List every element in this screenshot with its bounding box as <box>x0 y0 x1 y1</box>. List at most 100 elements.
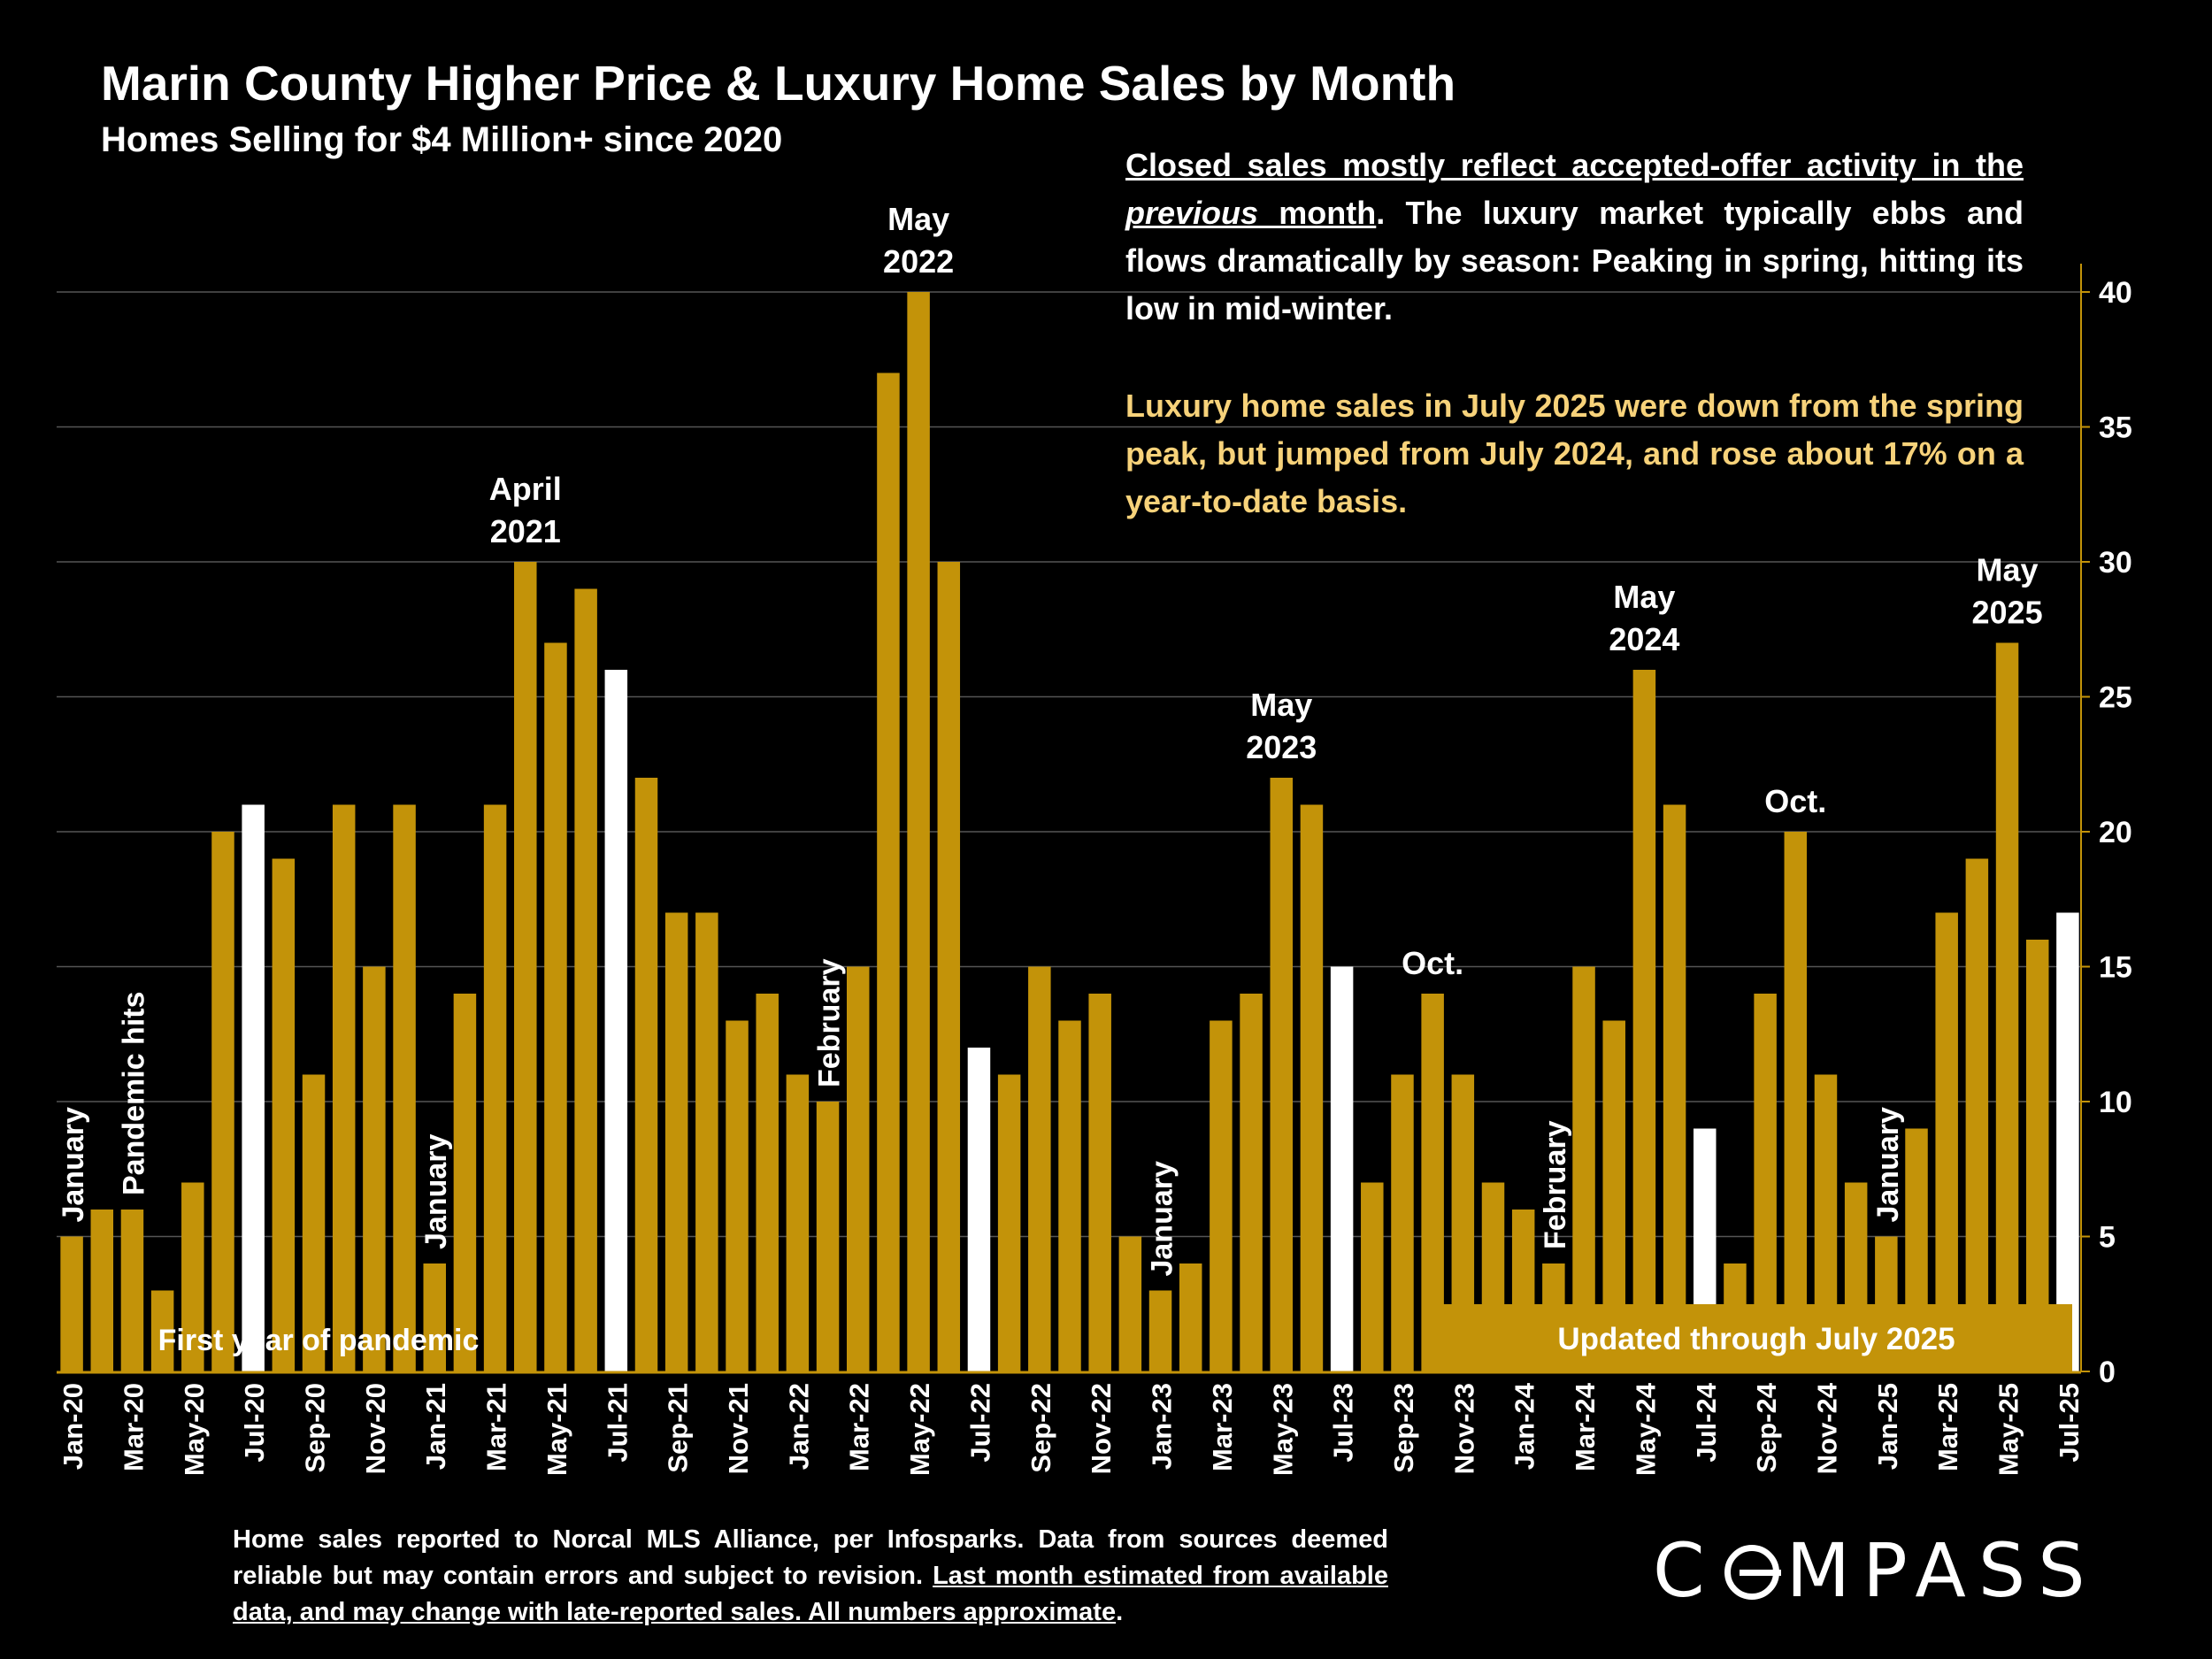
bar <box>1300 804 1324 1371</box>
bar <box>363 966 386 1371</box>
chart-subtitle: Homes Selling for $4 Million+ since 2020 <box>101 120 783 159</box>
bar <box>1965 858 1989 1371</box>
bar <box>1632 670 1656 1371</box>
bar <box>604 670 628 1371</box>
x-axis: Jan-20 Mar-20 May-20 Jul-20 Sep-20 Nov-20 Jan-… <box>57 1371 2085 1476</box>
annotation: January <box>1146 1161 1179 1276</box>
annotation: 2022 <box>883 243 954 280</box>
bar <box>60 1236 83 1371</box>
x-tick-label: Jan-22 <box>783 1383 814 1470</box>
commentary-note: Closed sales mostly reflect accepted-off… <box>1125 147 2024 326</box>
bar <box>997 1074 1021 1371</box>
x-tick-label: Jan-24 <box>1509 1382 1540 1470</box>
x-tick-label: Mar-24 <box>1570 1382 1601 1471</box>
bar <box>786 1074 810 1371</box>
x-tick-label: Sep-20 <box>300 1383 331 1473</box>
x-tick-label: Jan-20 <box>58 1383 88 1470</box>
bar <box>2025 940 2049 1371</box>
bar <box>1391 1074 1414 1371</box>
bar <box>1995 642 2019 1371</box>
bar <box>907 292 930 1371</box>
bar <box>90 1210 114 1371</box>
x-tick-label: Nov-23 <box>1448 1383 1479 1474</box>
annotation: Oct. <box>1764 783 1826 819</box>
x-tick-label: Nov-21 <box>723 1383 754 1474</box>
bar <box>483 804 507 1371</box>
bar <box>181 1182 204 1371</box>
x-tick-label: Mar-23 <box>1207 1383 1238 1471</box>
bar <box>695 912 718 1371</box>
x-tick-label: Nov-24 <box>1811 1382 1842 1474</box>
bar <box>937 562 961 1371</box>
x-tick-label: May-20 <box>179 1383 210 1476</box>
annotation: January <box>1871 1107 1905 1222</box>
annotation: 2021 <box>490 513 561 549</box>
annotation: 2024 <box>1609 621 1679 657</box>
bar <box>846 966 870 1371</box>
source-footnote: Home sales reported to Norcal MLS Allian… <box>233 1525 1388 1626</box>
annotation: January <box>419 1134 453 1249</box>
band-label-first-year: First year of pandemic <box>158 1324 480 1357</box>
y-tick-label: 0 <box>2099 1356 2116 1389</box>
x-tick-label: May-24 <box>1630 1382 1661 1476</box>
bar <box>1330 966 1354 1371</box>
annotation: Pandemic hits <box>117 991 150 1195</box>
note-underlined-lead: Closed sales mostly reflect accepted-off… <box>1125 147 2024 231</box>
bar <box>423 1263 446 1371</box>
bar <box>1179 1263 1202 1371</box>
annotation: April <box>489 471 562 507</box>
y-tick-label: 20 <box>2099 816 2132 849</box>
annotation: 2023 <box>1246 729 1317 765</box>
y-tick-label: 40 <box>2099 276 2132 310</box>
bar <box>877 373 900 1371</box>
bar <box>1935 912 1958 1371</box>
bar <box>756 994 779 1371</box>
y-tick-label: 15 <box>2099 951 2132 985</box>
bar <box>1572 966 1595 1371</box>
annotation: January <box>57 1107 90 1222</box>
x-tick-label: Sep-21 <box>663 1383 694 1473</box>
band-label-updated: Updated through July 2025 <box>1557 1322 1955 1356</box>
bar <box>664 912 688 1371</box>
bar <box>120 1210 144 1371</box>
x-tick-label: Jul-21 <box>602 1383 633 1463</box>
x-tick-label: Jan-21 <box>420 1383 451 1470</box>
bar <box>242 804 265 1371</box>
bands: First year of pandemic Updated through Ju… <box>158 1304 2072 1371</box>
bar <box>1148 1290 1172 1371</box>
x-tick-label: Sep-23 <box>1388 1383 1419 1473</box>
bar <box>1240 994 1263 1371</box>
annotation: May <box>1977 552 2039 588</box>
bar <box>2056 912 2079 1371</box>
compass-logo: C MPASS <box>1653 1527 2098 1614</box>
x-tick-label: Jan-23 <box>1147 1383 1178 1470</box>
x-tick-label: May-25 <box>1993 1383 2024 1476</box>
band-updated <box>1423 1304 2072 1371</box>
annotation: May <box>887 201 949 237</box>
y-tick-label: 30 <box>2099 546 2132 580</box>
x-tick-label: May-21 <box>541 1383 572 1476</box>
bar <box>1663 804 1686 1371</box>
bar <box>1088 994 1111 1371</box>
y-tick-label: 5 <box>2099 1221 2116 1255</box>
bar <box>816 1102 840 1371</box>
bar <box>544 642 567 1371</box>
chart-title: Marin County Higher Price & Luxury Home … <box>101 56 1456 111</box>
y-tick-label: 35 <box>2099 411 2132 445</box>
bar <box>453 994 477 1371</box>
x-tick-label: Jul-20 <box>239 1383 270 1463</box>
bar <box>150 1290 174 1371</box>
annotation: February <box>1539 1120 1572 1249</box>
bar <box>1270 778 1294 1371</box>
annotations: January Pandemic hits January April 2021 Febr… <box>57 201 2043 1277</box>
x-tick-label: May-23 <box>1267 1383 1298 1476</box>
bar <box>272 858 296 1371</box>
july-2025-summary-note: Luxury home sales in July 2025 were down… <box>1125 388 2024 519</box>
x-tick-label: Jul-24 <box>1691 1382 1722 1462</box>
bar <box>1361 1182 1384 1371</box>
bar <box>1028 966 1051 1371</box>
x-tick-label: May-22 <box>904 1383 935 1476</box>
grid-lines <box>57 291 2081 1238</box>
x-tick-label: Sep-22 <box>1025 1383 1056 1473</box>
